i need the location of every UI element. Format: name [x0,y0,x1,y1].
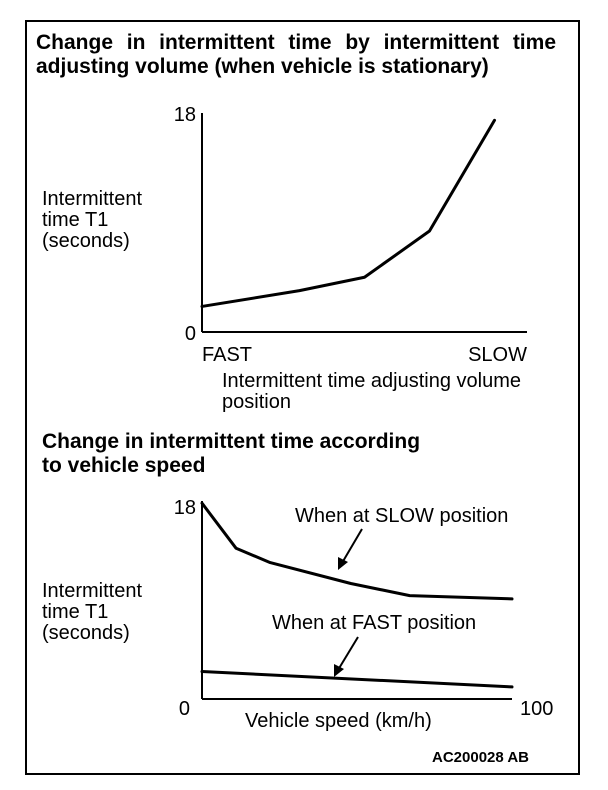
chart2-title: Change in intermittent time according to… [42,430,421,477]
chart2-fast-series-label: When at FAST position [272,612,476,634]
chart1-y-tick-label: 18 [174,104,196,126]
chart2-x-tick-label: 100 [520,698,553,720]
chart2-slow-series-line [200,501,514,601]
chart2-slow-pointer-arrow [341,528,363,564]
chart2-x-axis-label: Vehicle speed (km/h) [245,710,432,732]
chart2-y-tick-label: 18 [174,497,196,519]
chart1-x-axis-label: Intermittent time adjusting volume posit… [222,370,522,413]
chart1-x-tick-label: FAST [202,344,252,366]
chart1-series-line [200,118,496,308]
chart2-fast-pointer-arrowhead [334,664,344,677]
chart2-fast-pointer-arrow [337,636,359,671]
figure-code: AC200028 AB [432,749,529,766]
figure-frame [25,20,580,775]
chart2-fast-series-line [200,670,514,689]
chart2-y-axis-label: Intermittent time T1 (seconds) [42,580,143,644]
chart2-x-tick-label: 0 [179,698,190,720]
chart1-title: Change in intermittent time by intermitt… [36,31,556,78]
chart2-slow-pointer-arrowhead [338,557,348,570]
chart1-y-tick-label: 0 [185,323,196,345]
chart1-x-tick-label: SLOW [468,344,527,366]
chart1-y-axis-label: Intermittent time T1 (seconds) [42,188,143,252]
chart2-slow-series-label: When at SLOW position [295,505,508,527]
